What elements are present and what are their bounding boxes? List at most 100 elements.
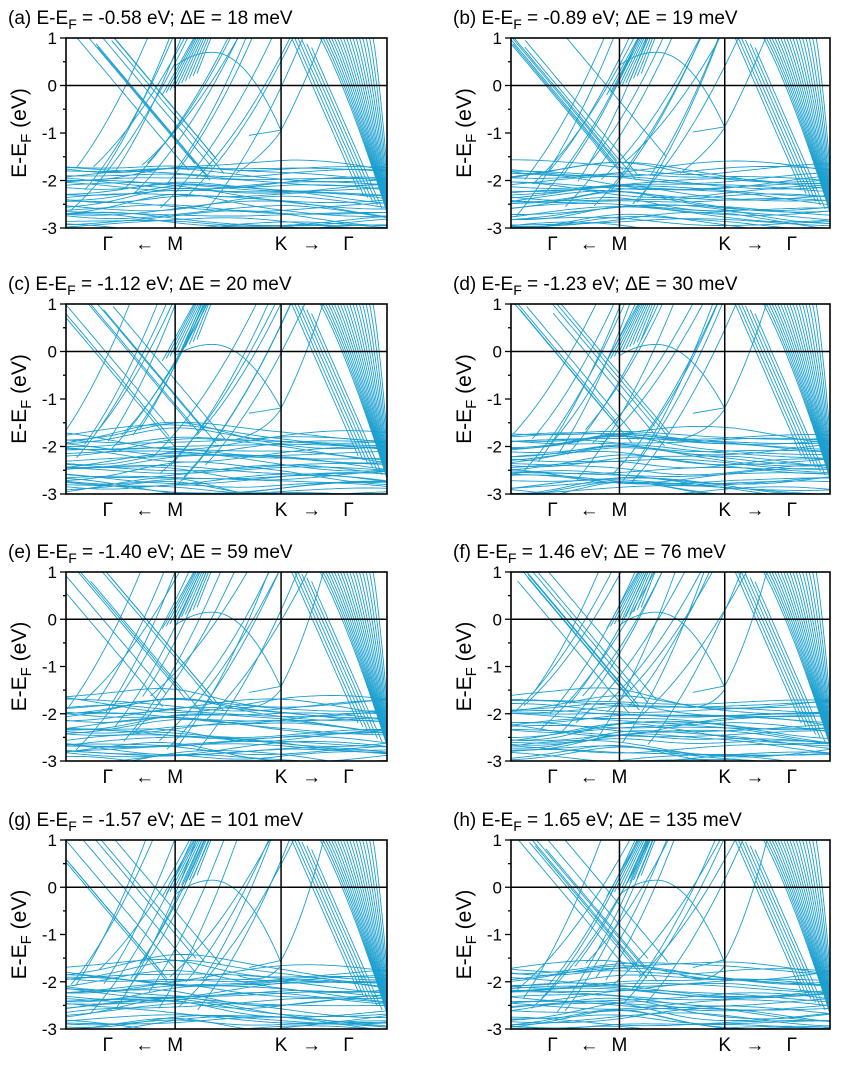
dome-band	[619, 343, 726, 409]
rising-band-gamma-m	[169, 840, 271, 978]
parabolic-band-k-gamma	[802, 38, 830, 202]
dirac-lower-left	[235, 130, 282, 174]
high-band-m	[629, 304, 649, 347]
steep-band-k-gamma	[741, 572, 812, 731]
valence-band	[511, 477, 830, 494]
panel-title-sub: F	[68, 550, 77, 566]
parabolic-band-k-gamma	[805, 572, 830, 730]
falling-band-gamma-m	[519, 309, 633, 444]
parabolic-band-k-gamma	[362, 304, 387, 463]
high-band-m	[177, 38, 201, 86]
panel-c: 10-1-2-3E-EF (eV)Γ ← M K → Γ(c) E-EF = -1.12 …	[8, 274, 388, 521]
panel-title: (e) E-EF = -1.40 eV; ΔE = 59 meV	[8, 542, 293, 566]
x-label-k: K	[275, 500, 288, 521]
valence-band	[237, 1025, 376, 1029]
steep-band-k-gamma	[297, 840, 369, 999]
valence-band	[511, 470, 830, 485]
parabolic-band-k-gamma	[805, 840, 830, 998]
y-axis-label-prefix: E-E	[453, 944, 476, 979]
high-band-m	[188, 38, 207, 79]
panel-title-rest: = -0.89 eV; ΔE = 19 meV	[522, 8, 738, 29]
valence-band	[66, 184, 387, 204]
panel-title-prefix: (d) E-E	[453, 274, 513, 295]
falling-band-gamma-m	[66, 317, 175, 447]
y-tick-label: 1	[48, 295, 57, 314]
valence-band	[66, 996, 387, 1007]
high-band-m	[173, 304, 199, 355]
valence-band	[511, 982, 830, 994]
high-band-m	[625, 38, 647, 84]
high-band-m	[613, 840, 642, 893]
y-tick-label: -3	[487, 1020, 502, 1039]
rising-band-gamma-m	[556, 840, 650, 1014]
rising-band-gamma-m	[107, 304, 176, 442]
dirac-upper-right	[724, 840, 768, 960]
parabolic-band-k-gamma	[362, 38, 387, 197]
high-band-m	[192, 304, 209, 343]
x-label-m: M	[167, 234, 183, 255]
falling-band-gamma-m	[535, 840, 645, 969]
parabolic-band-k-gamma	[765, 38, 830, 214]
rising-band-gamma-m	[205, 304, 306, 466]
rising-band-gamma-m	[150, 572, 248, 697]
valence-band	[66, 159, 387, 174]
valence-band	[511, 733, 830, 754]
high-band-m	[640, 572, 656, 608]
parabolic-band-k-gamma	[815, 572, 830, 708]
rising-band-gamma-m	[151, 304, 257, 458]
parabolic-band-k-gamma	[349, 572, 387, 742]
y-axis-label-suffix: (eV)	[453, 890, 476, 936]
y-axis-label-sub: F	[18, 400, 35, 409]
dirac-upper-left	[692, 407, 725, 414]
y-tick-label: 1	[493, 29, 502, 48]
dirac-upper-left	[248, 685, 282, 693]
steep-band-k-gamma	[737, 840, 807, 996]
valence-band	[66, 449, 387, 466]
x-label-gamma-right: Γ	[343, 234, 353, 255]
rising-band-gamma-m	[197, 840, 290, 1011]
rising-band-gamma-m	[66, 304, 131, 430]
y-tick-label: 1	[48, 831, 57, 850]
x-label-arrow-left: ←	[580, 767, 599, 788]
high-band-m	[173, 572, 199, 622]
falling-band-gamma-m	[556, 304, 669, 437]
high-band-m	[636, 840, 654, 878]
parabolic-band-k-gamma	[358, 840, 387, 1003]
rising-band-gamma-m	[637, 304, 714, 460]
y-tick-label: -1	[487, 926, 502, 945]
valence-band	[66, 454, 387, 470]
falling-band-gamma-m	[552, 312, 666, 447]
parabolic-band-k-gamma	[802, 572, 830, 735]
valence-band	[66, 699, 387, 712]
steep-band-k-gamma	[737, 572, 807, 728]
rising-band-gamma-m	[592, 304, 694, 444]
valence-band	[66, 204, 387, 215]
parabolic-band-k-gamma	[792, 38, 830, 209]
dome-band	[619, 879, 726, 964]
valence-band	[511, 445, 830, 467]
valence-band	[511, 189, 830, 201]
rising-band-gamma-m	[638, 572, 747, 719]
high-band-m	[196, 304, 212, 340]
valence-band	[66, 706, 387, 723]
rising-band-gamma-m	[115, 38, 182, 171]
rising-band-gamma-m	[95, 304, 173, 434]
falling-band-gamma-m	[532, 572, 634, 691]
valence-band	[66, 698, 387, 722]
parabolic-band-k-gamma	[808, 38, 830, 192]
valence-band	[66, 213, 387, 227]
valence-band	[511, 724, 830, 730]
dome-band	[174, 611, 282, 688]
panel-title-rest: = -1.40 eV; ΔE = 59 meV	[77, 542, 293, 563]
parabolic-band-k-gamma	[358, 304, 387, 468]
steep-band-k-gamma	[297, 572, 369, 731]
valence-band	[511, 454, 830, 475]
parabolic-band-k-gamma	[342, 840, 387, 1013]
rising-band-gamma-m	[585, 304, 663, 430]
parabolic-band-k-gamma	[802, 840, 830, 1003]
valence-band	[66, 749, 387, 760]
valence-band	[511, 485, 830, 494]
valence-band	[66, 688, 387, 708]
steep-band-k-gamma	[297, 304, 369, 464]
x-label-k: K	[718, 1035, 731, 1056]
